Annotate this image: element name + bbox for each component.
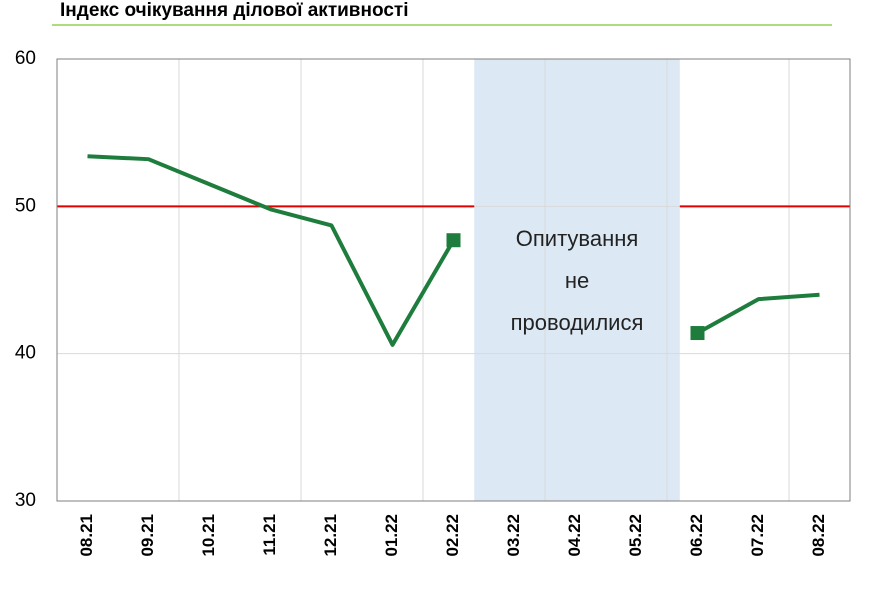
x-tick-label: 03.22 — [504, 514, 523, 557]
y-tick-label: 40 — [15, 343, 36, 364]
x-tick-label: 08.22 — [809, 514, 828, 557]
y-tick-label: 30 — [15, 490, 36, 511]
x-tick-label: 09.21 — [138, 514, 157, 557]
point-marker — [446, 233, 461, 248]
series-line — [87, 154, 820, 347]
chart-title: Індекс очікування ділової активності — [60, 0, 408, 21]
x-tick-label: 06.22 — [687, 514, 706, 557]
plot-frame — [56, 58, 851, 502]
no-survey-region — [474, 59, 680, 501]
x-tick-label: 05.22 — [626, 514, 645, 557]
x-tick-label: 02.22 — [443, 514, 462, 557]
annotation: Опитування — [516, 226, 639, 251]
x-tick-label: 11.21 — [260, 514, 279, 556]
x-tick-label: 07.22 — [748, 514, 767, 557]
x-tick-label: 12.21 — [321, 514, 340, 557]
x-tick-label: 10.21 — [199, 514, 218, 557]
x-tick-label: 04.22 — [565, 514, 584, 557]
y-tick-label: 60 — [15, 48, 36, 69]
x-tick-label: 01.22 — [382, 514, 401, 557]
x-tick-label: 08.21 — [77, 514, 96, 557]
y-tick-label: 50 — [15, 195, 36, 216]
annotation: проводилися — [511, 310, 644, 335]
annotation: не — [565, 268, 589, 293]
point-marker — [690, 326, 705, 341]
